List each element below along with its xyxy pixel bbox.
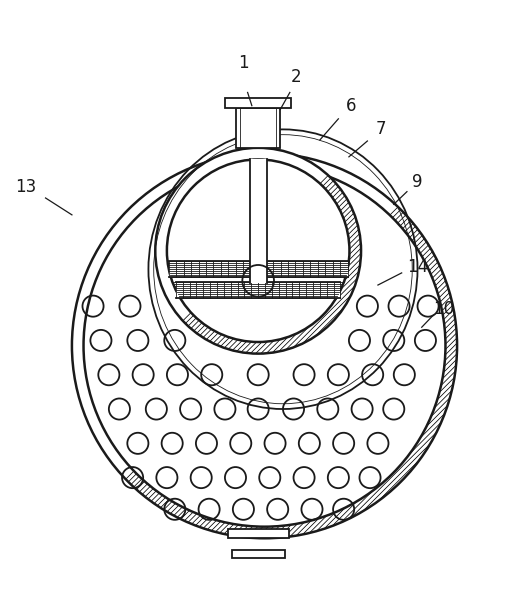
Text: 2: 2: [291, 67, 302, 86]
Text: 1: 1: [238, 55, 249, 72]
Text: 10: 10: [433, 300, 454, 318]
Text: 13: 13: [15, 178, 37, 197]
Bar: [236, 108, 280, 148]
Bar: [225, 98, 291, 108]
Text: 6: 6: [346, 97, 357, 115]
Circle shape: [156, 148, 361, 354]
Bar: [169, 261, 348, 277]
Text: 9: 9: [412, 173, 423, 191]
Bar: [227, 529, 289, 538]
Bar: [232, 550, 285, 558]
Text: 14: 14: [407, 257, 428, 276]
Text: 7: 7: [375, 120, 386, 138]
Bar: [250, 160, 267, 283]
Circle shape: [72, 153, 457, 538]
Bar: [176, 282, 341, 298]
